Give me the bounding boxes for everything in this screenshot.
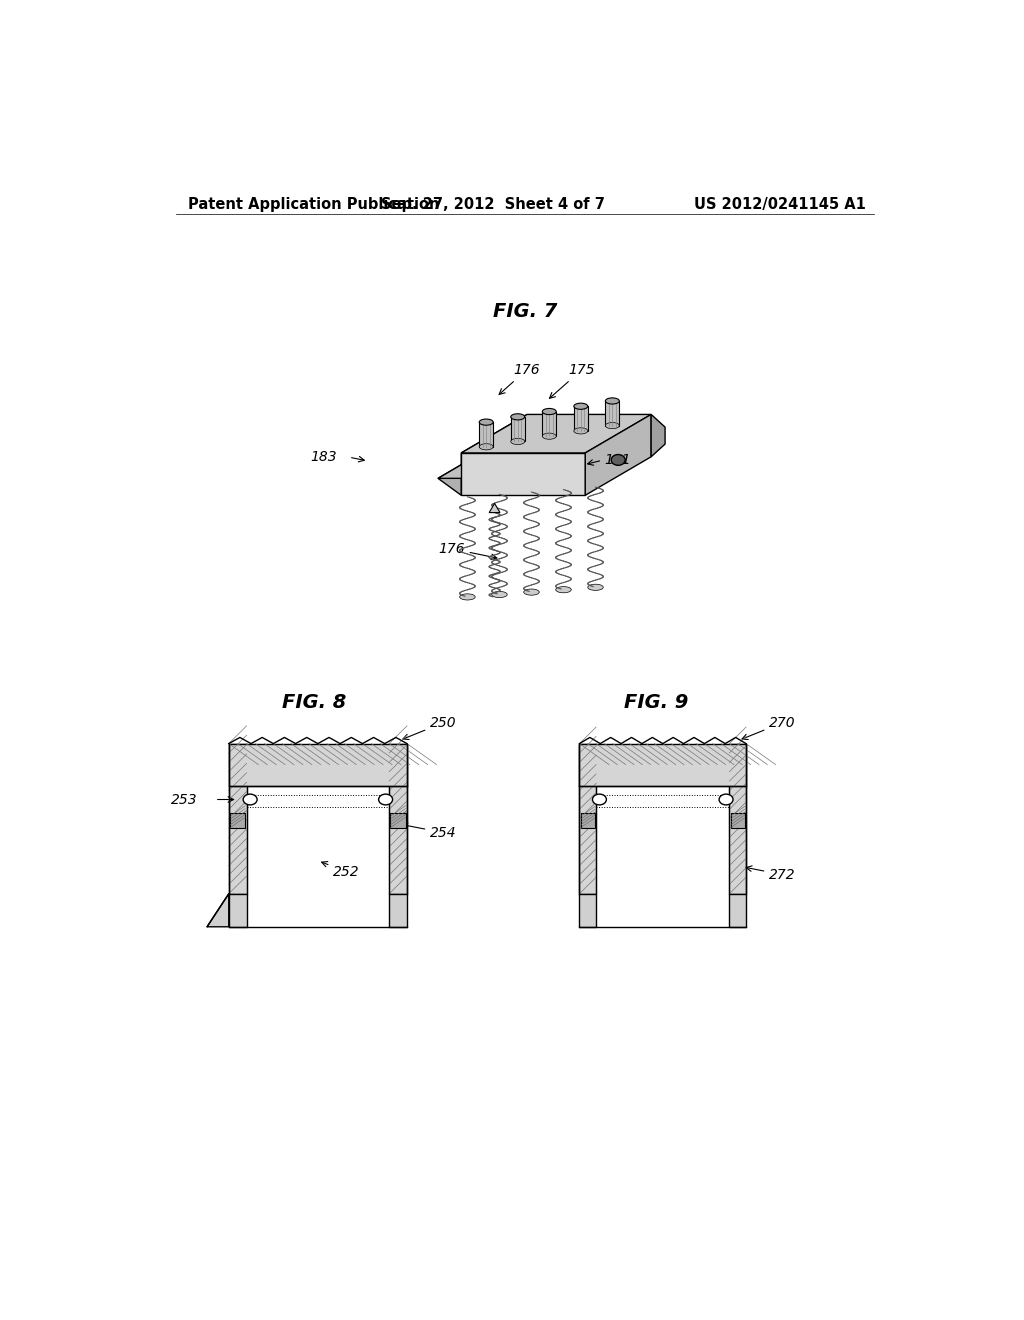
Text: 181: 181 — [604, 453, 631, 467]
Polygon shape — [573, 407, 588, 430]
Bar — [390, 813, 406, 828]
Polygon shape — [511, 417, 524, 441]
Ellipse shape — [543, 408, 556, 414]
Ellipse shape — [511, 413, 524, 420]
Bar — [596, 785, 729, 894]
Bar — [581, 813, 595, 828]
Ellipse shape — [479, 418, 494, 425]
Ellipse shape — [573, 428, 588, 434]
Ellipse shape — [556, 586, 571, 593]
Text: 175: 175 — [550, 363, 595, 399]
Text: 176: 176 — [499, 363, 540, 395]
Ellipse shape — [243, 795, 257, 805]
Ellipse shape — [379, 795, 392, 805]
Text: Sep. 27, 2012  Sheet 4 of 7: Sep. 27, 2012 Sheet 4 of 7 — [381, 197, 605, 211]
Text: 254: 254 — [402, 822, 457, 840]
Text: 253: 253 — [171, 792, 198, 807]
Ellipse shape — [492, 591, 507, 598]
Polygon shape — [461, 453, 586, 495]
Ellipse shape — [593, 795, 606, 805]
Ellipse shape — [543, 433, 556, 440]
Text: FIG. 9: FIG. 9 — [624, 693, 688, 713]
Ellipse shape — [611, 454, 626, 466]
Bar — [580, 743, 746, 785]
Bar — [228, 743, 247, 894]
Text: 272: 272 — [746, 866, 796, 882]
Polygon shape — [438, 440, 651, 478]
Bar — [729, 743, 746, 894]
Text: 176: 176 — [438, 541, 497, 560]
Polygon shape — [580, 894, 596, 927]
Ellipse shape — [511, 438, 524, 445]
Bar — [247, 785, 389, 894]
Ellipse shape — [719, 795, 733, 805]
Bar — [230, 813, 246, 828]
Polygon shape — [479, 422, 494, 446]
Bar — [580, 743, 596, 894]
Text: 250: 250 — [403, 715, 457, 739]
Ellipse shape — [588, 585, 603, 590]
Text: Patent Application Publication: Patent Application Publication — [187, 197, 439, 211]
Bar — [389, 743, 407, 894]
Ellipse shape — [479, 444, 494, 450]
Polygon shape — [543, 412, 556, 436]
Polygon shape — [389, 894, 407, 927]
Polygon shape — [586, 414, 651, 495]
Polygon shape — [729, 894, 746, 927]
Text: 252: 252 — [322, 862, 360, 879]
Bar — [730, 813, 744, 828]
Text: FIG. 8: FIG. 8 — [283, 693, 347, 713]
Text: 270: 270 — [742, 715, 796, 739]
Polygon shape — [438, 414, 527, 495]
Polygon shape — [651, 414, 665, 457]
Polygon shape — [228, 894, 247, 927]
Polygon shape — [207, 894, 228, 927]
Text: FIG. 7: FIG. 7 — [493, 302, 557, 321]
Ellipse shape — [460, 594, 475, 601]
Ellipse shape — [605, 422, 620, 429]
Ellipse shape — [573, 403, 588, 409]
Text: US 2012/0241145 A1: US 2012/0241145 A1 — [694, 197, 866, 211]
Bar — [228, 743, 407, 785]
Ellipse shape — [605, 397, 620, 404]
Text: 183: 183 — [310, 450, 337, 465]
Polygon shape — [461, 414, 651, 453]
Polygon shape — [605, 401, 620, 425]
Ellipse shape — [523, 589, 540, 595]
Polygon shape — [489, 503, 500, 512]
